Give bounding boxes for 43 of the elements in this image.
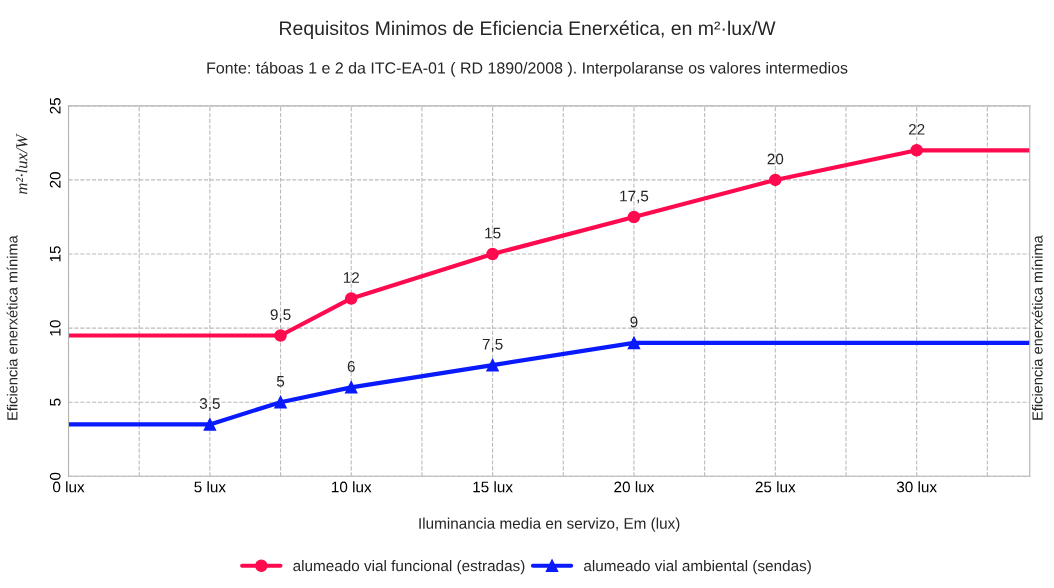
data-label: 3,5 [199, 398, 220, 411]
point [627, 336, 641, 350]
x-tick-label: 10 lux [332, 481, 372, 493]
point [769, 173, 782, 187]
legend-label: alumeado vial funcional (estradas) [293, 560, 525, 575]
data-label: 6 [347, 361, 355, 372]
x-tick-label: 25 lux [755, 481, 796, 493]
legend-label: alumeado vial ambiental (sendas) [584, 560, 811, 575]
x-axis-title: Iluminancia media en servizo, Em (lux) [419, 517, 680, 532]
data-label: 15 [485, 227, 501, 239]
point [274, 329, 287, 342]
point [203, 418, 217, 431]
chart-subtitle: Fonte: táboas 1 e 2 da ITC-EA-01 ( RD 1890/2008 ). Interpolaranse os valores intermedios [207, 61, 848, 77]
y-tick-label: 5 [49, 398, 61, 406]
point [344, 381, 358, 394]
point [486, 358, 499, 372]
data-label: 20 [767, 153, 784, 165]
y2-axis-title: Eficiencia enerxética mínima [1031, 235, 1043, 420]
y-tick-label: 10 [49, 320, 61, 336]
point [486, 247, 499, 261]
y-axis-title: Eficiencia enerxética mínima [6, 235, 18, 420]
data-label: 17,5 [620, 190, 649, 204]
x-tick-label: 20 lux [614, 481, 655, 493]
data-label: 22 [908, 123, 925, 135]
y-tick-label: 20 [49, 172, 61, 188]
x-tick-label: 30 lux [896, 481, 937, 493]
y-tick-label: 25 [49, 97, 61, 114]
x-tick-label: 5 lux [194, 481, 226, 493]
point [910, 144, 923, 157]
text: m²·lux/W [15, 133, 28, 195]
point [627, 210, 641, 224]
data-label: 7,5 [482, 338, 503, 352]
data-label: 9 [630, 316, 638, 328]
y-tick-label: 15 [49, 246, 61, 262]
point [274, 395, 287, 409]
data-label: 5 [276, 376, 285, 387]
y-tick-label: 0 [49, 472, 61, 480]
point [344, 292, 358, 305]
x-tick-label: 0 lux [52, 481, 85, 493]
data-label: 12 [343, 272, 359, 283]
chart-title: Requisitos Minimos de Eficiencia Enerxética, en m²·lux/W [280, 20, 776, 39]
data-label: 9,5 [270, 309, 291, 322]
x-tick-label: 15 lux [473, 481, 513, 493]
